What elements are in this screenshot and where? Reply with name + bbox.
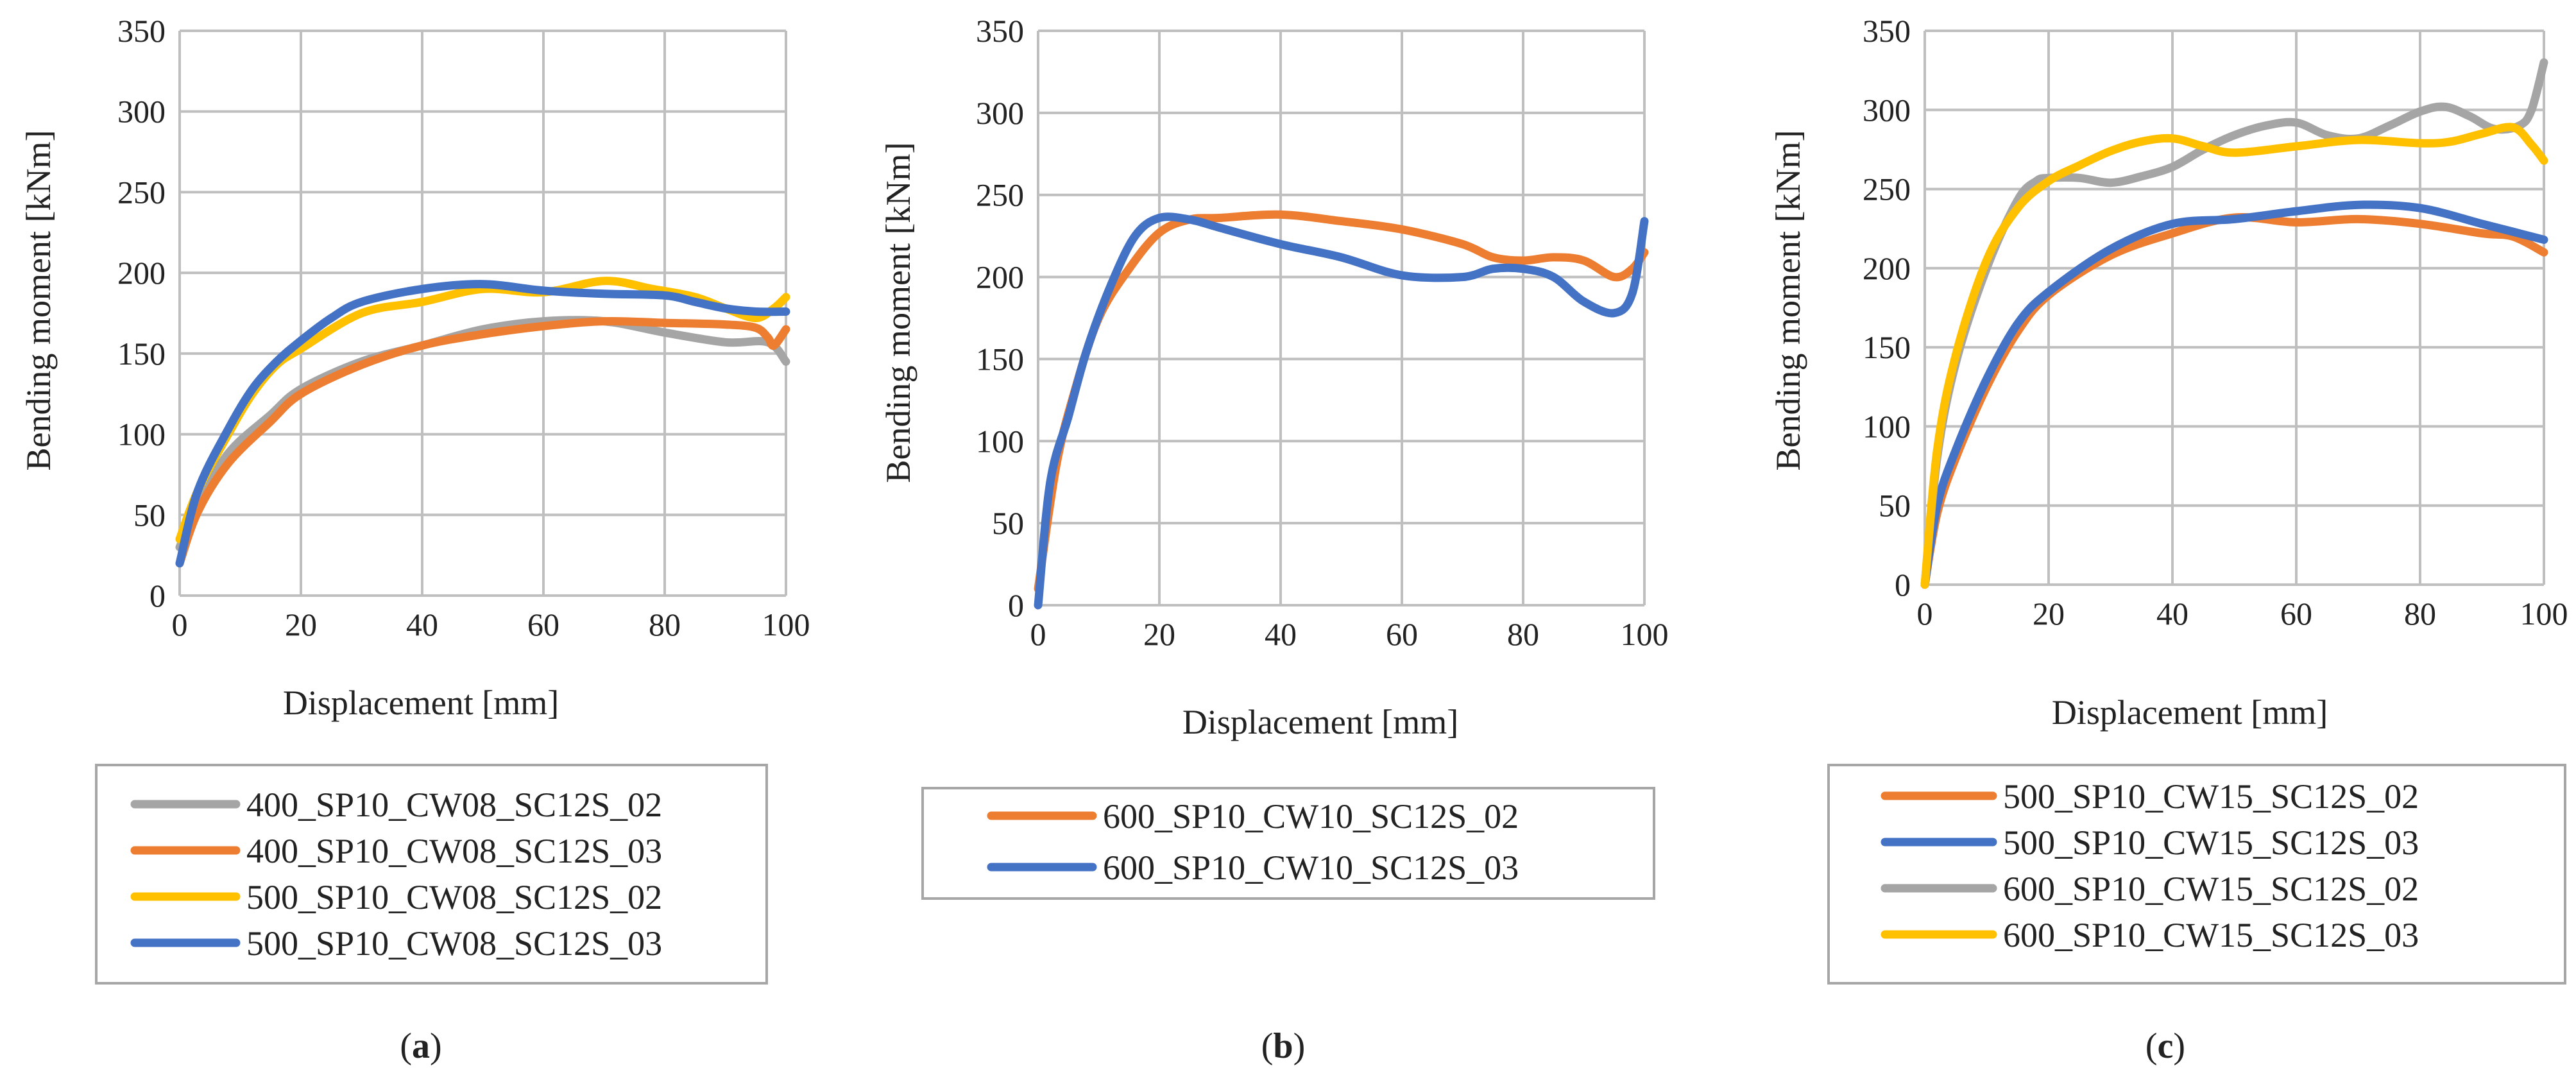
y-tick-label: 350 <box>976 13 1024 49</box>
legend-box-b <box>921 787 1655 900</box>
x-tick-label: 100 <box>1621 616 1669 652</box>
x-axis-label-c: Displacement [mm] <box>2052 693 2328 732</box>
y-tick-label: 200 <box>976 259 1024 295</box>
caption-a-open: ( <box>400 1026 412 1066</box>
x-tick-label: 0 <box>1917 596 1933 632</box>
legend-entry-label: 600_SP10_CW15_SC12S_02 <box>2003 870 2419 908</box>
y-tick-label: 50 <box>1879 488 1911 524</box>
x-axis-label-b: Displacement [mm] <box>1182 703 1458 741</box>
y-tick-label: 300 <box>976 95 1024 131</box>
y-tick-label: 0 <box>149 578 166 614</box>
series-line-2 <box>1034 212 1649 610</box>
legend-entry-label: 500_SP10_CW15_SC12S_02 <box>2003 777 2419 816</box>
x-tick-label: 80 <box>1507 616 1539 652</box>
x-tick-label: 80 <box>2404 596 2436 632</box>
y-tick-label: 250 <box>1863 171 1911 207</box>
x-tick-label: 40 <box>2156 596 2188 632</box>
y-tick-label: 100 <box>976 423 1024 459</box>
chart-c: 0 20 40 60 80 100 0 50 100 150 200 250 300 350 <box>1863 13 2568 632</box>
x-tick-label: 60 <box>527 607 559 642</box>
legend-box-c <box>1827 764 2566 985</box>
y-tick-label: 250 <box>976 177 1024 213</box>
y-tick-label: 100 <box>117 417 166 452</box>
legend-b: 600_SP10_CW10_SC12S_02 600_SP10_CW10_SC12… <box>987 797 1519 887</box>
legend-entry-label: 500_SP10_CW08_SC12S_03 <box>246 924 662 963</box>
x-tick-label: 40 <box>1265 616 1297 652</box>
panel-b: Bending moment [kNm] 0 20 40 60 80 100 0 50 100 1… <box>879 13 1669 1066</box>
caption-c-letter: c <box>2158 1026 2174 1066</box>
x-tick-label: 60 <box>2280 596 2312 632</box>
caption-c-open: ( <box>2145 1026 2158 1066</box>
x-tick-label: 80 <box>649 607 681 642</box>
x-tick-label: 100 <box>2520 596 2568 632</box>
y-tick-label: 0 <box>1895 567 1911 603</box>
y-tick-label: 0 <box>1008 587 1024 623</box>
x-tick-label: 20 <box>1143 616 1175 652</box>
x-tick-label: 0 <box>172 607 188 642</box>
panel-c: Bending moment [kNm] 0 20 40 60 80 100 0 50 100 1… <box>1769 13 2568 1066</box>
caption-a: (a) <box>400 1026 441 1066</box>
series-line-1 <box>1920 212 2548 589</box>
y-tick-label: 350 <box>1863 13 1911 49</box>
chart-a: 0 20 40 60 80 100 0 50 100 150 200 250 300 350 <box>117 13 810 642</box>
x-tick-label: 40 <box>406 607 438 642</box>
caption-b: (b) <box>1261 1026 1305 1066</box>
y-tick-label: 350 <box>117 13 166 49</box>
y-axis-label-b: Bending moment [kNm] <box>879 142 917 483</box>
y-tick-label: 200 <box>1863 250 1911 286</box>
legend-entry-label: 500_SP10_CW08_SC12S_02 <box>246 878 662 916</box>
y-tick-label: 150 <box>976 341 1024 377</box>
series-line-4 <box>175 280 790 568</box>
x-tick-label: 100 <box>762 607 810 642</box>
y-tick-label: 150 <box>1863 329 1911 365</box>
chart-b: 0 20 40 60 80 100 0 50 100 150 200 250 300 350 <box>976 13 1669 652</box>
legend-entry-label: 400_SP10_CW08_SC12S_03 <box>246 832 662 870</box>
caption-a-letter: a <box>412 1026 430 1066</box>
x-tick-label: 20 <box>285 607 317 642</box>
y-tick-label: 50 <box>133 497 166 533</box>
y-axis-label-a: Bending moment [kNm] <box>19 130 58 471</box>
legend-a: 400_SP10_CW08_SC12S_02 400_SP10_CW08_SC12… <box>130 786 662 963</box>
y-tick-label: 50 <box>992 505 1024 541</box>
series-line-2 <box>175 316 790 568</box>
y-tick-label: 300 <box>1863 92 1911 128</box>
caption-b-open: ( <box>1261 1026 1274 1066</box>
caption-c-close: ) <box>2173 1026 2185 1066</box>
x-tick-label: 60 <box>1386 616 1418 652</box>
y-axis-label-c: Bending moment [kNm] <box>1769 130 1807 471</box>
caption-b-close: ) <box>1293 1026 1306 1066</box>
panel-a: Bending moment [kNm] 0 20 40 60 80 100 0 50 100 1… <box>19 13 810 1066</box>
legend-entry-label: 500_SP10_CW15_SC12S_03 <box>2003 823 2419 862</box>
series-line-2 <box>1920 200 2548 589</box>
legend-entry-label: 600_SP10_CW15_SC12S_03 <box>2003 916 2419 954</box>
y-tick-label: 100 <box>1863 408 1911 444</box>
caption-b-letter: b <box>1273 1026 1293 1066</box>
y-tick-label: 150 <box>117 336 166 372</box>
legend-entry-label: 600_SP10_CW10_SC12S_03 <box>1103 848 1519 887</box>
legend-entry-label: 600_SP10_CW10_SC12S_02 <box>1103 797 1519 836</box>
y-tick-label: 300 <box>117 94 166 130</box>
x-tick-label: 0 <box>1030 616 1046 652</box>
x-tick-label: 20 <box>2033 596 2065 632</box>
caption-a-close: ) <box>430 1026 442 1066</box>
x-axis-label-a: Displacement [mm] <box>283 684 559 722</box>
series-line-4 <box>1920 123 2548 589</box>
legend-c: 500_SP10_CW15_SC12S_02 500_SP10_CW15_SC12… <box>1881 777 2419 954</box>
series-line-1 <box>1034 210 1649 593</box>
legend-entry-label: 400_SP10_CW08_SC12S_02 <box>246 786 662 824</box>
y-tick-label: 250 <box>117 174 166 210</box>
caption-c: (c) <box>2145 1026 2185 1066</box>
y-tick-label: 200 <box>117 255 166 291</box>
